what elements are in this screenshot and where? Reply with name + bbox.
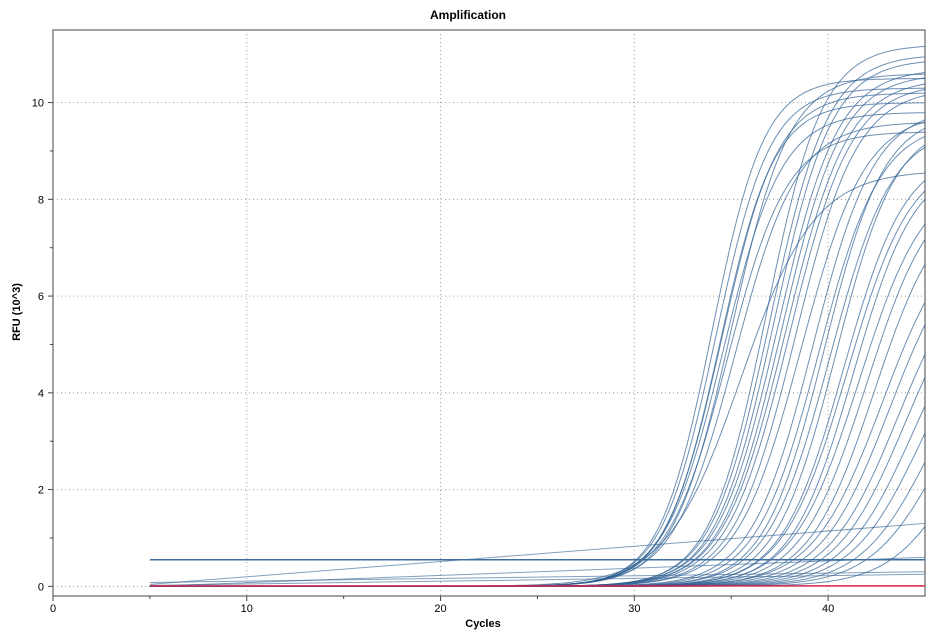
y-tick-label: 6 [38, 291, 44, 303]
x-tick-label: 30 [628, 603, 640, 615]
x-axis-label: Cycles [465, 618, 501, 630]
x-tick-label: 40 [822, 603, 834, 615]
y-tick-label: 10 [32, 98, 44, 110]
y-tick-label: 4 [38, 388, 44, 400]
plot-frame [52, 29, 926, 597]
y-tick-label: 8 [38, 194, 44, 206]
y-tick-label: 0 [38, 581, 44, 593]
baseline-series-line [149, 571, 926, 583]
chart-title: Amplification [429, 8, 506, 22]
y-tick-label: 2 [38, 485, 44, 497]
x-tick-label: 0 [50, 603, 56, 615]
x-tick-label: 10 [241, 603, 253, 615]
y-axis-label: RFU (10^3) [11, 283, 23, 341]
x-tick-label: 20 [434, 603, 446, 615]
baseline-series-line [149, 556, 926, 587]
